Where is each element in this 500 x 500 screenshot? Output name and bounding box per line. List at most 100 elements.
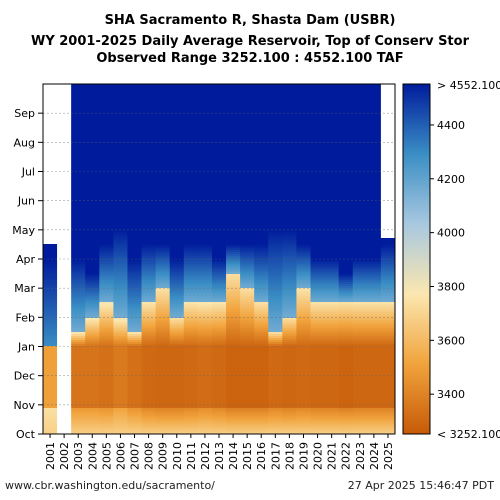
heatmap-cell xyxy=(99,112,114,115)
heatmap-cell xyxy=(338,286,354,289)
heatmap-cell xyxy=(211,160,227,163)
heatmap-cell xyxy=(57,296,72,299)
heatmap-cell xyxy=(99,158,114,161)
heatmap-cell xyxy=(338,280,354,283)
heatmap-cell xyxy=(310,310,325,313)
heatmap-cell xyxy=(268,232,283,235)
heatmap-cell xyxy=(155,274,171,277)
heatmap-cell xyxy=(141,124,157,127)
heatmap-cell xyxy=(254,346,269,349)
heatmap-cell xyxy=(57,132,72,135)
heatmap-cell xyxy=(141,210,157,213)
heatmap-cell xyxy=(113,432,128,435)
heatmap-cell xyxy=(310,250,325,253)
heatmap-cell xyxy=(99,276,114,279)
heatmap-cell xyxy=(366,242,382,245)
heatmap-column-2014 xyxy=(226,84,241,435)
heatmap-cell xyxy=(113,390,128,393)
heatmap-cell xyxy=(254,318,269,321)
heatmap-cell xyxy=(43,100,58,103)
heatmap-cell xyxy=(85,224,100,227)
heatmap-cell xyxy=(338,190,354,193)
heatmap-cell xyxy=(268,84,283,87)
heatmap-cell xyxy=(310,104,325,107)
heatmap-cell xyxy=(366,348,382,351)
heatmap-cell xyxy=(99,234,114,237)
heatmap-cell xyxy=(240,182,255,185)
heatmap-cell xyxy=(254,342,269,345)
heatmap-cell xyxy=(169,252,185,255)
heatmap-cell xyxy=(197,108,213,111)
heatmap-cell xyxy=(296,236,311,239)
heatmap-cell xyxy=(127,424,142,427)
heatmap-cell xyxy=(282,230,297,233)
heatmap-cell xyxy=(183,228,199,231)
heatmap-cell xyxy=(282,96,297,99)
heatmap-cell xyxy=(296,220,311,223)
heatmap-cell xyxy=(240,86,255,89)
heatmap-cell xyxy=(268,390,283,393)
heatmap-cell xyxy=(99,374,114,377)
heatmap-cell xyxy=(282,390,297,393)
heatmap-cell xyxy=(85,148,100,151)
heatmap-cell xyxy=(254,94,269,97)
heatmap-cell xyxy=(99,84,114,87)
heatmap-cell xyxy=(169,374,185,377)
heatmap-cell xyxy=(155,168,171,171)
heatmap-cell xyxy=(254,382,269,385)
heatmap-cell xyxy=(211,124,227,127)
heatmap-cell xyxy=(197,160,213,163)
heatmap-cell xyxy=(282,246,297,249)
heatmap-cell xyxy=(310,336,325,339)
heatmap-cell xyxy=(169,300,185,303)
heatmap-cell xyxy=(71,212,86,215)
heatmap-cell xyxy=(57,226,72,229)
heatmap-cell xyxy=(57,140,72,143)
heatmap-cell xyxy=(380,292,396,295)
heatmap-cell xyxy=(324,324,340,327)
heatmap-cell xyxy=(282,374,297,377)
heatmap-cell xyxy=(85,338,100,341)
heatmap-cell xyxy=(141,356,157,359)
heatmap-cell xyxy=(282,228,297,231)
heatmap-cell xyxy=(155,178,171,181)
heatmap-cell xyxy=(226,306,241,309)
heatmap-cell xyxy=(141,366,157,369)
heatmap-cell xyxy=(127,216,142,219)
heatmap-cell xyxy=(268,344,283,347)
heatmap-cell xyxy=(85,412,100,415)
heatmap-cell xyxy=(155,186,171,189)
heatmap-cell xyxy=(197,360,213,363)
heatmap-cell xyxy=(226,270,241,273)
heatmap-cell xyxy=(57,224,72,227)
heatmap-cell xyxy=(113,94,128,97)
heatmap-cell xyxy=(183,224,199,227)
heatmap-cell xyxy=(43,334,58,337)
heatmap-cell xyxy=(141,240,157,243)
heatmap-cell xyxy=(169,422,185,425)
heatmap-cell xyxy=(338,134,354,137)
heatmap-cell xyxy=(197,370,213,373)
heatmap-cell xyxy=(310,362,325,365)
heatmap-cell xyxy=(296,424,311,427)
heatmap-cell xyxy=(324,174,340,177)
heatmap-cell xyxy=(211,190,227,193)
heatmap-cell xyxy=(352,254,368,257)
heatmap-cell xyxy=(57,136,72,139)
heatmap-cell xyxy=(99,422,114,425)
heatmap-cell xyxy=(127,412,142,415)
heatmap-cell xyxy=(169,192,185,195)
heatmap-cell xyxy=(324,242,340,245)
heatmap-cell xyxy=(296,328,311,331)
heatmap-cell xyxy=(352,146,368,149)
heatmap-cell xyxy=(296,166,311,169)
heatmap-cell xyxy=(141,388,157,391)
heatmap-cell xyxy=(57,414,72,417)
heatmap-cell xyxy=(324,130,340,133)
heatmap-cell xyxy=(183,236,199,239)
heatmap-cell xyxy=(169,176,185,179)
heatmap-cell xyxy=(197,396,213,399)
heatmap-cell xyxy=(226,286,241,289)
heatmap-cell xyxy=(99,202,114,205)
heatmap-cell xyxy=(155,122,171,125)
